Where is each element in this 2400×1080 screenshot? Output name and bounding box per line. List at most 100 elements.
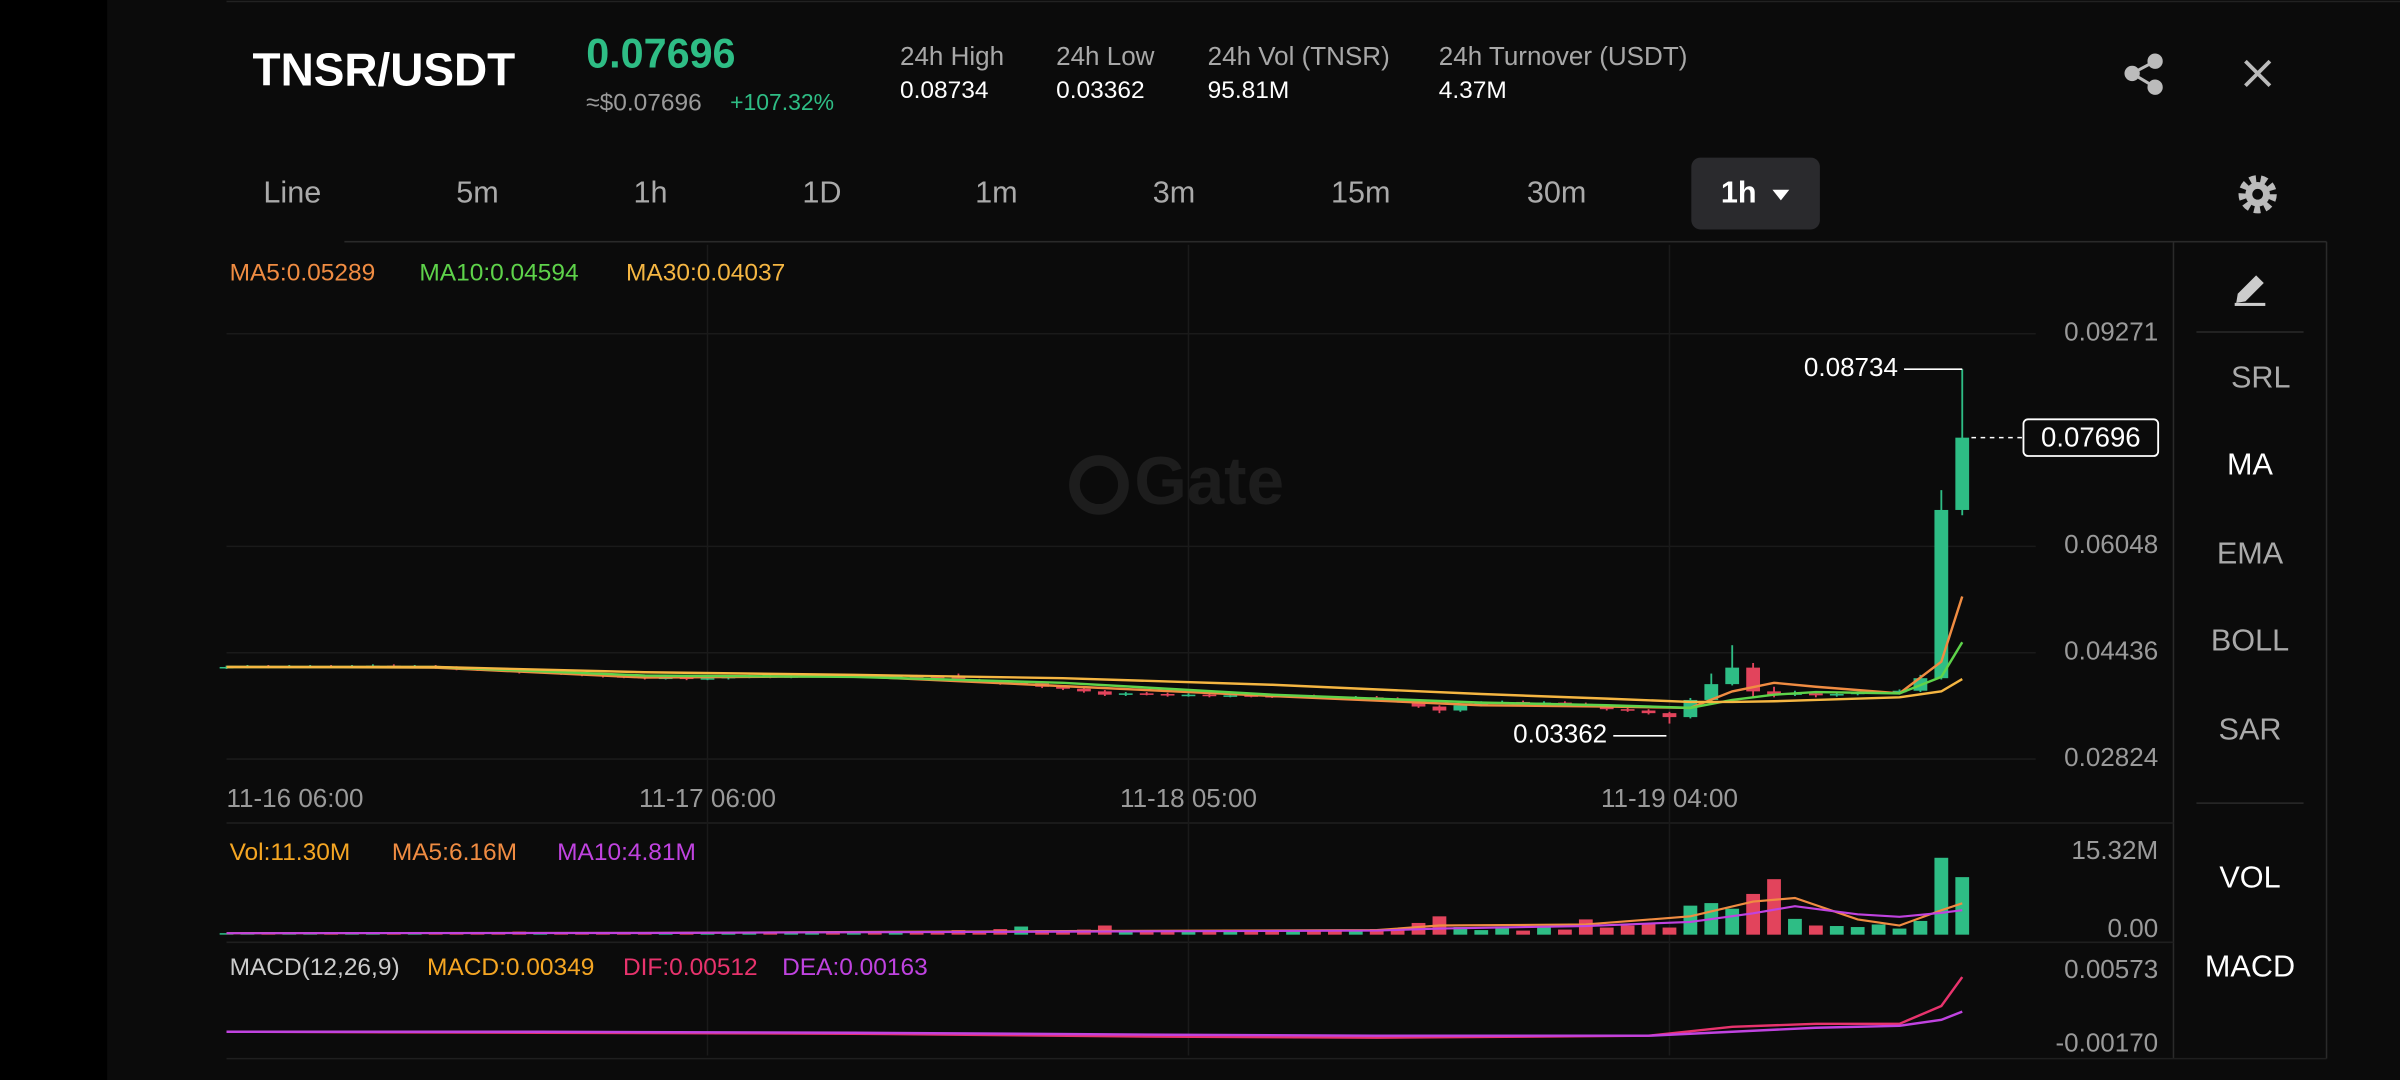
candle-body [1202,694,1217,697]
share-icon [2129,59,2156,89]
timeframe-tab[interactable]: 1m [975,175,1018,209]
legend-entry: MA30:0.04037 [626,259,785,286]
timeframe-tab[interactable]: 1h [1721,175,1757,209]
price: 0.07696 [586,31,735,77]
volume-bar [1788,918,1802,935]
y-tick-label: 0.04436 [2064,636,2158,666]
volume-bar [1620,925,1635,935]
candle-body [1808,693,1823,696]
legend-entry: MA10:4.81M [557,839,696,866]
timeframe-tab[interactable]: 1h [633,175,667,209]
timeframe-tab[interactable]: 5m [456,175,499,209]
close-button[interactable] [2244,59,2272,88]
candle-body [1955,437,1970,510]
volume-bar [1223,931,1238,935]
draw-button[interactable] [2234,275,2266,306]
indicator-button[interactable]: MACD [2205,949,2295,983]
indicator-line [226,665,1963,704]
stat-value: 4.37M [1439,77,1507,104]
volume-bar [219,933,234,935]
last-price-box [2022,418,2160,457]
candle-body [1453,705,1468,711]
volume-bar [1495,928,1510,935]
volume-bar [1286,930,1300,935]
candle-body [930,676,945,679]
timeframe-tab[interactable]: Line [263,175,321,209]
volume-bar [1139,931,1154,935]
indicator-line [226,905,1963,935]
candle-body [1223,695,1238,697]
volume-bar [1955,877,1970,935]
volume-bar [1327,931,1342,935]
legend-entry: MA5:6.16M [392,839,517,866]
timeframe-tab[interactable]: 3m [1153,175,1196,209]
pencil-icon [2236,275,2264,303]
candle-body [1118,693,1133,695]
volume-bar [1913,920,1928,935]
candle-body [1620,709,1635,711]
low-label: 0.03362 [1513,719,1607,749]
indicator-button[interactable]: SAR [2219,712,2282,746]
candle-body [1160,694,1175,696]
candle-body [1641,710,1656,714]
watermark-text: Gate [1134,444,1284,519]
gear-icon [2252,188,2264,200]
candle-body [1704,684,1719,700]
stat-label: 24h Low [1056,41,1155,71]
volume-bar [742,932,757,935]
share-button[interactable] [2124,53,2163,95]
candle-body [1934,509,1949,679]
timeframe-tab[interactable]: 15m [1331,175,1391,209]
volume-bar [1453,927,1468,935]
candle-body [700,678,715,680]
stat-label: 24h Vol (TNSR) [1208,41,1390,71]
indicator-button[interactable]: SRL [2231,360,2291,394]
timeframe-tab[interactable]: 30m [1527,175,1587,209]
candle-body [1662,713,1677,718]
y-tick-label: 0.02824 [2064,742,2158,772]
tab-caret [1772,189,1790,201]
approx-price: ≈$0.07696 [586,89,702,116]
candle-body [1725,667,1740,685]
indicator-button[interactable]: MA [2227,448,2273,482]
candle-body [1056,686,1070,689]
volume-bar [1829,926,1844,935]
indicator-button[interactable]: EMA [2217,536,2284,570]
close-icon [2244,59,2272,88]
volume-bar [1850,927,1865,935]
volume-bar [1202,930,1217,935]
volume-bar [1516,930,1530,935]
volume-bar [1892,928,1907,935]
timeframe-tab[interactable]: 1D [802,175,841,209]
last-price-label: 0.07696 [2041,421,2141,452]
volume-bar [1767,879,1781,935]
volume-bar [1641,923,1656,935]
volume-bar [763,933,778,935]
high-label: 0.08734 [1804,352,1898,382]
volume-bar [1390,928,1405,935]
legend-entry: MACD:0.00349 [427,954,594,981]
change: +107.32% [730,89,834,115]
volume-bar [909,932,924,935]
indicator-button[interactable]: VOL [2219,861,2280,895]
indicator-line [226,641,1964,710]
candle-body [1767,691,1781,695]
candle-body [1097,691,1112,695]
volume-bar [700,933,715,935]
settings-button[interactable] [2238,175,2277,214]
pencil-icon [2234,302,2266,306]
gear-icon [2238,175,2277,214]
y-tick-label: 0.00573 [2064,954,2158,984]
volume-bar [1934,857,1949,935]
legend-entry: DEA:0.00163 [782,954,928,981]
volume-bar [1160,930,1175,935]
watermark-logo [1069,455,1129,515]
watermark: Gate [1069,444,1284,519]
stat-label: 24h Turnover (USDT) [1439,41,1688,71]
volume-bar [1348,929,1363,935]
x-tick-label: 11-18 05:00 [1120,783,1257,813]
legend-entry: MA10:0.04594 [419,259,578,286]
indicator-button[interactable]: BOLL [2211,624,2289,658]
